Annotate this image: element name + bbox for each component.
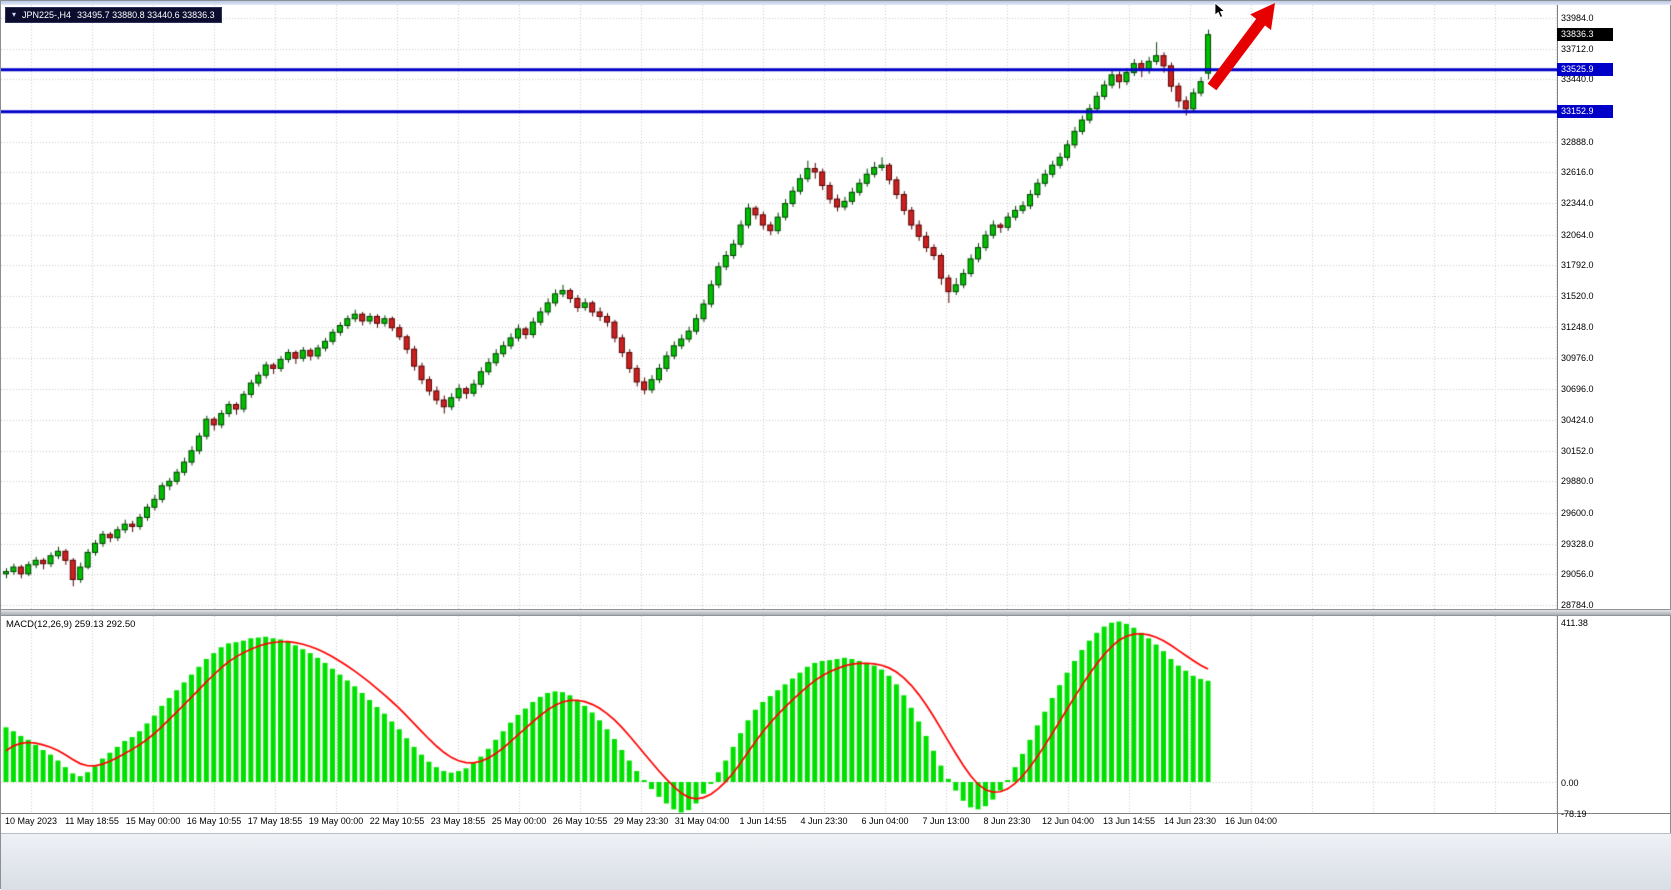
trend-arrow-annotation[interactable]: [1197, 1, 1289, 97]
price-axis-label: 33712.0: [1561, 43, 1594, 54]
price-axis-label: 30152.0: [1561, 445, 1594, 456]
symbol-ohlc-label: 33495.7 33880.8 33440.6 33836.3: [77, 10, 215, 20]
symbol-info-box: ▾ JPN225-,H4 33495.7 33880.8 33440.6 338…: [5, 7, 222, 23]
price-axis-label: 31520.0: [1561, 291, 1594, 302]
price-axis-label: 31792.0: [1561, 260, 1594, 271]
price-axis-label: 29328.0: [1561, 538, 1594, 549]
price-axis-label: 29056.0: [1561, 569, 1594, 580]
time-axis-label: 16 May 10:55: [186, 816, 242, 826]
symbol-timeframe-label: JPN225-,H4: [22, 10, 72, 20]
time-axis: 10 May 2023 11 May 18:55 15 May 00:00 16 Ma…: [1, 816, 1557, 832]
time-axis-label: 17 May 18:55: [247, 816, 303, 826]
window-top-edge: [1, 1, 1671, 5]
price-axis: 33984.0 33712.0 33440.0 32888.0 32616.0 32344…: [1561, 1, 1671, 833]
time-axis-label: 11 May 18:55: [65, 816, 119, 826]
price-tags: 33836.3 33525.9 33152.9: [1557, 1, 1671, 833]
macd-canvas[interactable]: [1, 616, 1557, 813]
price-axis-label: 29880.0: [1561, 476, 1594, 487]
macd-axis-label: 411.38: [1561, 618, 1588, 628]
time-axis-label: 12 Jun 04:00: [1041, 816, 1095, 826]
time-axis-label: 4 Jun 23:30: [800, 816, 848, 826]
dropdown-arrow-icon[interactable]: ▾: [12, 10, 17, 19]
price-axis-label: 30696.0: [1561, 384, 1594, 395]
time-axis-label: 15 May 00:00: [125, 816, 181, 826]
main-chart-canvas[interactable]: [1, 5, 1557, 609]
price-axis-label: 32888.0: [1561, 136, 1594, 147]
time-axis-label: 22 May 10:55: [369, 816, 425, 826]
panel-splitter[interactable]: [1, 609, 1671, 616]
price-axis-label: 32064.0: [1561, 229, 1594, 240]
indicator-label: MACD(12,26,9) 259.13 292.50: [6, 619, 136, 630]
time-axis-label: 6 Jun 04:00: [861, 816, 909, 826]
time-axis-label: 23 May 18:55: [430, 816, 486, 826]
current-price-tag: 33836.3: [1557, 28, 1613, 42]
time-axis-label: 13 Jun 14:55: [1102, 816, 1156, 826]
time-axis-label: 1 Jun 14:55: [739, 816, 787, 826]
mouse-cursor: [1214, 2, 1226, 18]
price-axis-label: 30424.0: [1561, 414, 1594, 425]
time-axis-label: 10 May 2023: [4, 816, 58, 826]
time-axis-label: 29 May 23:30: [613, 816, 669, 826]
price-axis-label: 33440.0: [1561, 74, 1594, 85]
time-axis-label: 7 Jun 13:00: [922, 816, 970, 826]
time-axis-label: 14 Jun 23:30: [1163, 816, 1217, 826]
macd-axis: 411.38 0.00 -78.19: [1561, 1, 1671, 833]
time-axis-label: 31 May 04:00: [674, 816, 730, 826]
price-axis-label: 32616.0: [1561, 167, 1594, 178]
macd-axis-label: 0.00: [1561, 778, 1579, 788]
price-axis-label: 32344.0: [1561, 198, 1594, 209]
price-axis-line: [1557, 5, 1558, 833]
price-axis-label: 31248.0: [1561, 321, 1594, 332]
time-axis-label: 16 Jun 04:00: [1224, 816, 1278, 826]
hline-price-tag: 33152.9: [1557, 105, 1613, 119]
window-bottom-strip: [1, 833, 1671, 890]
time-axis-label: 19 May 00:00: [308, 816, 364, 826]
time-axis-label: 25 May 00:00: [491, 816, 547, 826]
time-axis-label: 26 May 10:55: [552, 816, 608, 826]
hline-price-tag: 33525.9: [1557, 63, 1613, 77]
time-axis-line: [1, 813, 1671, 814]
price-axis-label: 29600.0: [1561, 507, 1594, 518]
time-axis-label: 8 Jun 23:30: [983, 816, 1031, 826]
price-axis-label: 33984.0: [1561, 13, 1594, 23]
price-axis-label: 30976.0: [1561, 352, 1594, 363]
